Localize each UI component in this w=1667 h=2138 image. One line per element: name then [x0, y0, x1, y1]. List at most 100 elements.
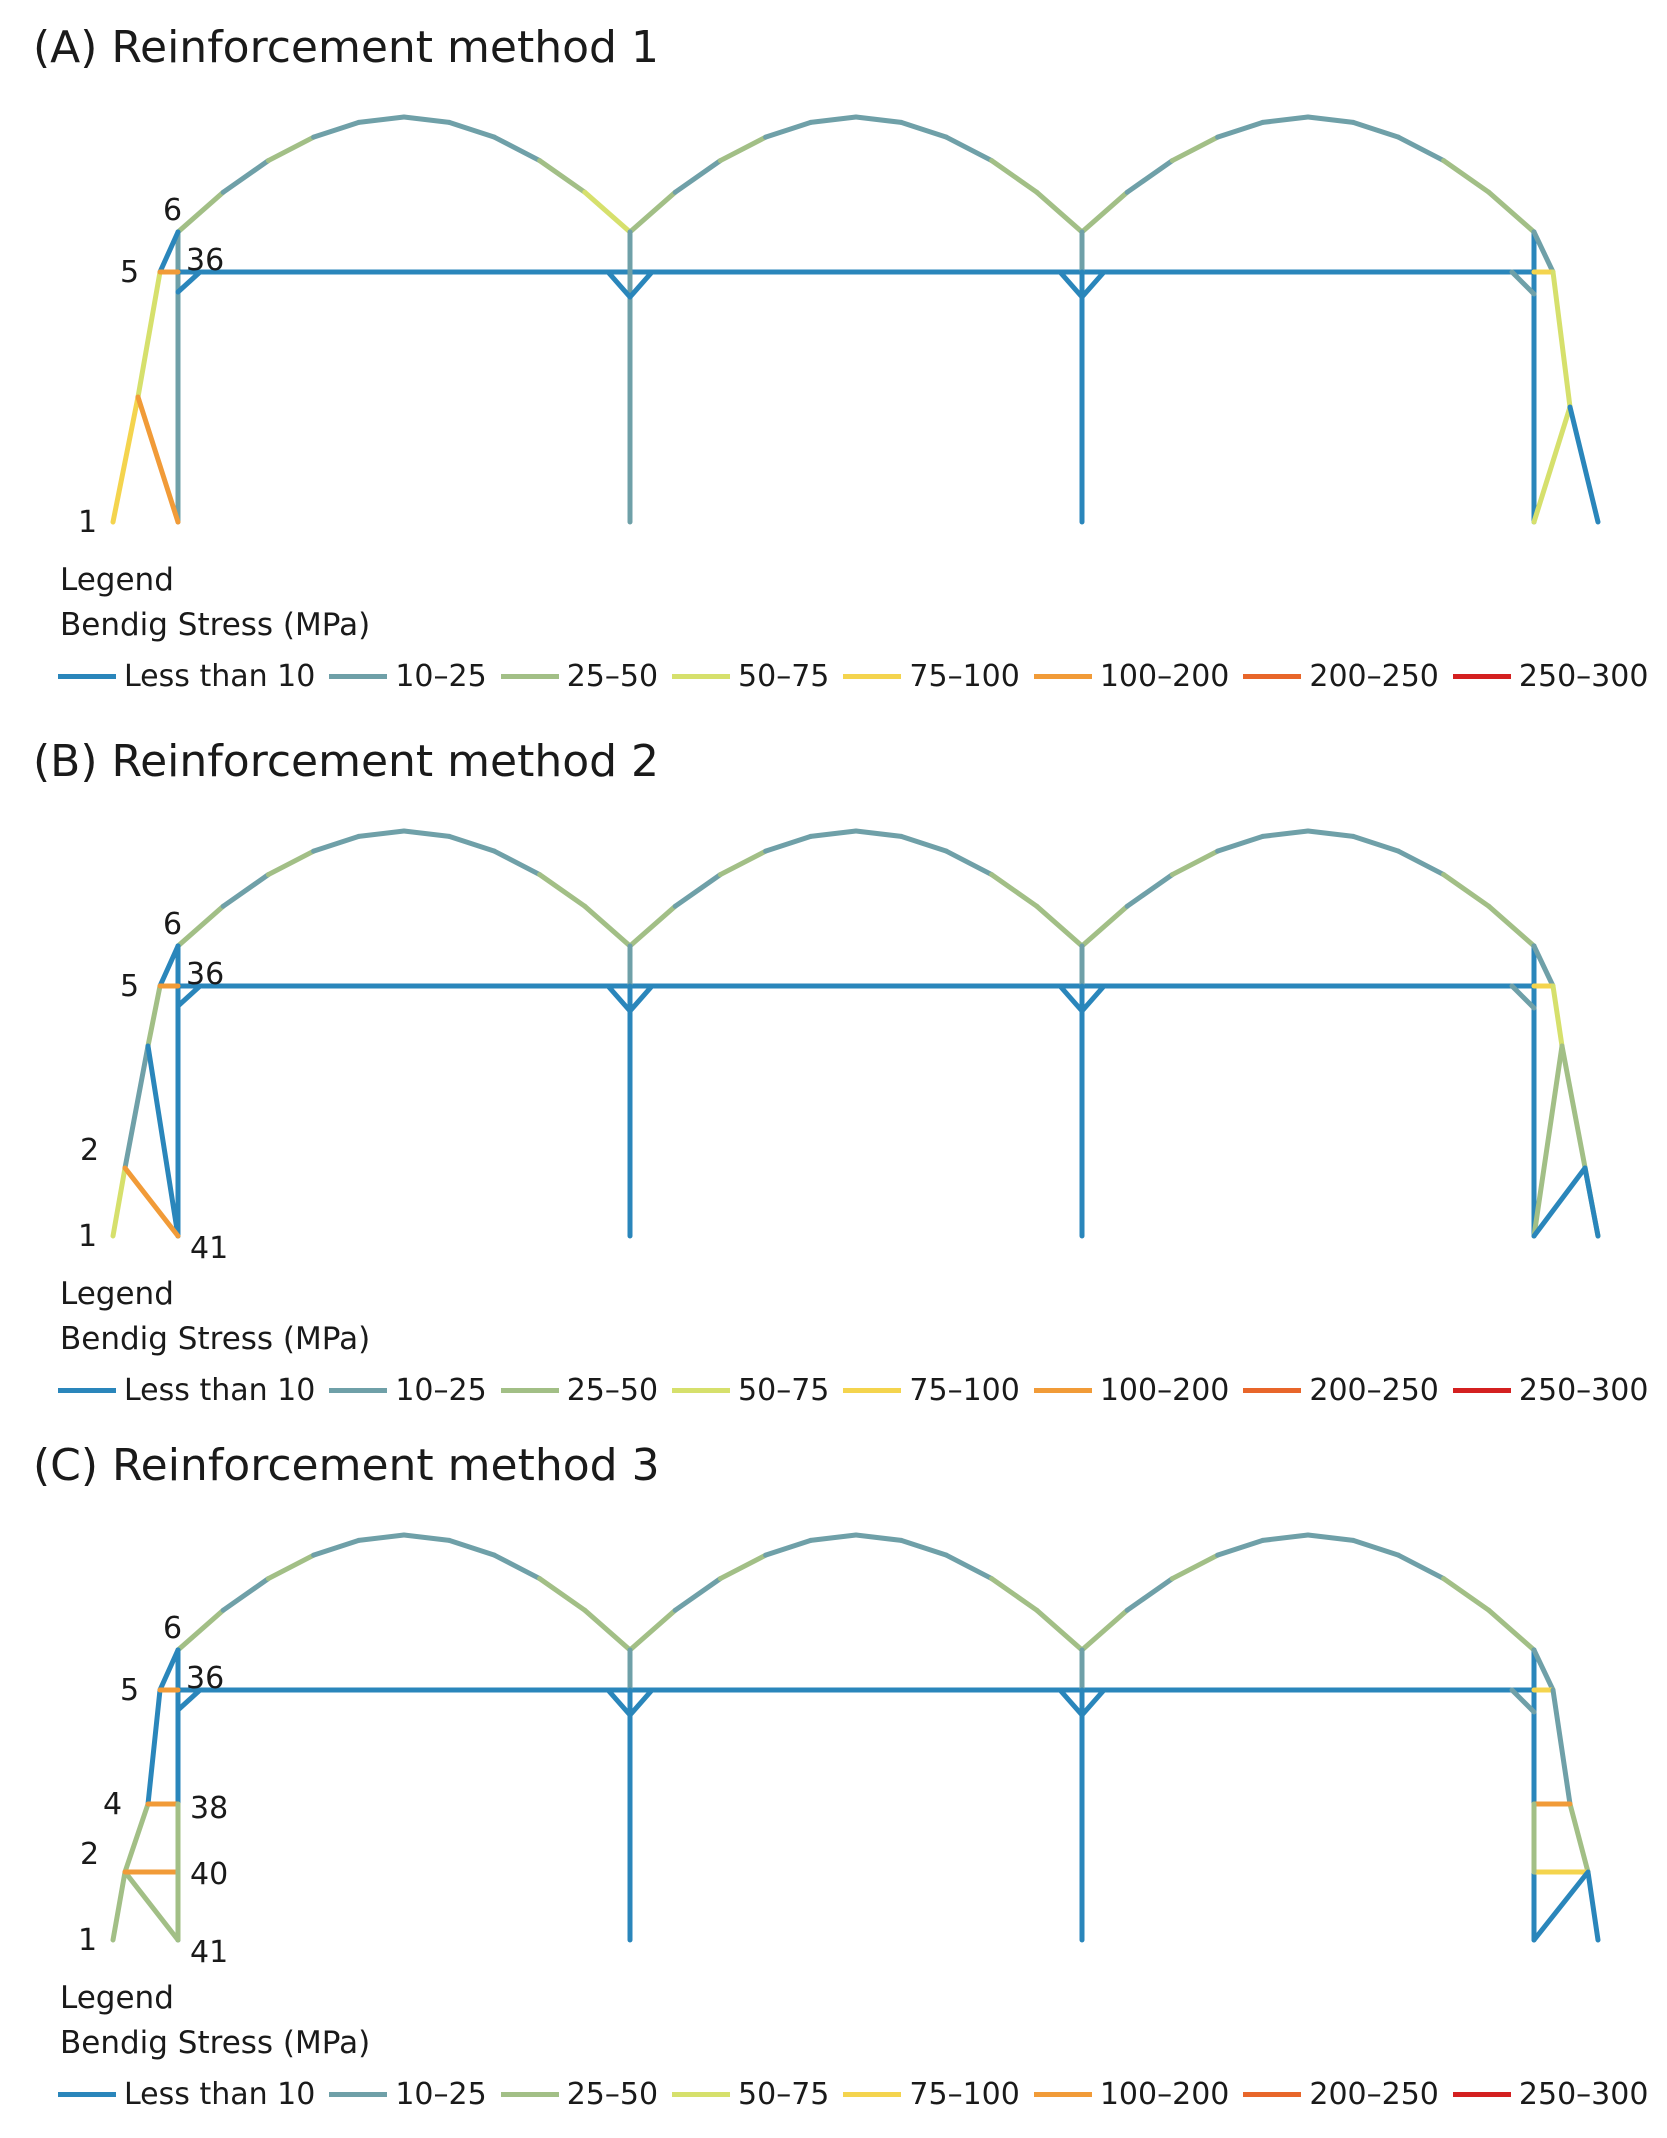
- roof-segment: [265, 134, 317, 164]
- roof-segment: [1395, 848, 1447, 878]
- roof-segment: [1441, 872, 1492, 909]
- left-leg: [110, 1869, 128, 1943]
- strut: [122, 1869, 181, 1943]
- strut: [145, 1043, 181, 1239]
- legend-swatch: [1033, 2092, 1092, 2097]
- roof-segment: [627, 903, 678, 949]
- legend-label: 50–75: [738, 659, 830, 694]
- legend-item: 200–250: [1243, 2077, 1439, 2112]
- legend-item: 200–250: [1243, 659, 1439, 694]
- strut: [135, 394, 181, 525]
- legend: Less than 10 10–25 25–50 50–75 75–100 100–200…: [58, 2077, 1662, 2112]
- roof-segment: [853, 828, 904, 839]
- knee-brace: [175, 269, 203, 295]
- legend-swatch: [1033, 1388, 1092, 1393]
- panel-title: (C) Reinforcement method 3: [33, 1440, 660, 1491]
- v-brace: [1057, 269, 1085, 300]
- legend-swatch: [843, 674, 902, 679]
- panel-title: (B) Reinforcement method 2: [33, 736, 660, 787]
- node-label: 40: [190, 1857, 228, 1892]
- roof-segment: [582, 903, 633, 949]
- legend-swatch: [1452, 674, 1511, 679]
- legend-label: 100–200: [1099, 659, 1230, 694]
- legend-label: 250–300: [1518, 2077, 1649, 2112]
- node-label: 1: [78, 1923, 97, 1958]
- roof-segment: [1124, 872, 1175, 909]
- roof-segment: [1486, 1607, 1537, 1653]
- left-leg: [122, 1043, 151, 1171]
- roof-segment: [491, 848, 543, 878]
- roof-segment: [1486, 189, 1537, 235]
- roof-segment: [1260, 114, 1311, 125]
- roof-segment: [175, 903, 226, 949]
- right-leg: [1585, 1869, 1601, 1943]
- left-leg: [135, 269, 163, 400]
- roof-segment: [717, 1552, 769, 1582]
- legend-label: 10–25: [395, 2077, 487, 2112]
- roof-segment: [989, 1576, 1040, 1613]
- legend-item: 10–25: [329, 2077, 487, 2112]
- legend-item: 250–300: [1452, 659, 1648, 694]
- roof-segment: [446, 833, 497, 854]
- legend-swatch: [329, 1388, 388, 1393]
- roof-segment: [311, 833, 362, 854]
- legend-swatch: [672, 2092, 731, 2097]
- legend-label: Less than 10: [124, 659, 316, 694]
- roof-segment: [1305, 828, 1356, 839]
- legend-item: 25–50: [500, 1373, 659, 1408]
- node-label: 1: [78, 505, 97, 540]
- roof-segment: [763, 833, 814, 854]
- roof-segment: [1486, 903, 1537, 949]
- panel-c: (C) Reinforcement method 3 6 5 36 4 38 2 40 1 41…: [0, 1440, 1667, 2130]
- knee-brace: [1509, 1687, 1537, 1715]
- roof-segment: [898, 1537, 949, 1558]
- roof-segment: [401, 1532, 452, 1543]
- legend-item: Less than 10: [58, 659, 315, 694]
- node-label: 5: [120, 255, 139, 290]
- v-brace: [1057, 1687, 1085, 1718]
- roof-segment: [491, 134, 543, 164]
- legend-swatch: [1243, 674, 1302, 679]
- node-label: 41: [190, 1935, 228, 1970]
- node-label: 38: [190, 1791, 228, 1826]
- legend-item: 75–100: [843, 659, 1020, 694]
- legend-item: 50–75: [672, 2077, 829, 2112]
- roof-segment: [446, 1537, 497, 1558]
- node-label: 2: [80, 1133, 99, 1168]
- legend-swatch: [500, 674, 559, 679]
- roof-segment: [1305, 1532, 1356, 1543]
- roof-segment: [1215, 1537, 1266, 1558]
- strut: [1582, 1165, 1601, 1239]
- legend-item: 75–100: [843, 2077, 1020, 2112]
- node-label: 6: [163, 193, 182, 228]
- roof-segment: [672, 1576, 723, 1613]
- legend-item: 10–25: [329, 659, 487, 694]
- roof-segment: [175, 1607, 226, 1653]
- roof-segment: [1034, 903, 1085, 949]
- roof-segment: [1350, 119, 1401, 140]
- roof-segment: [1079, 1607, 1130, 1653]
- roof-segment: [1305, 114, 1356, 125]
- legend-label: 25–50: [566, 1373, 659, 1408]
- legend-swatch: [1452, 1388, 1511, 1393]
- legend-label: 200–250: [1309, 1373, 1439, 1408]
- node-label: 4: [103, 1787, 122, 1822]
- left-leg: [145, 1687, 163, 1807]
- v-brace: [627, 983, 655, 1014]
- roof-segment: [1124, 1576, 1175, 1613]
- v-brace: [605, 983, 633, 1014]
- legend-swatch: [329, 2092, 388, 2097]
- right-leg: [1550, 1687, 1573, 1807]
- strut: [1531, 1869, 1591, 1943]
- legend-title: Legend: [60, 1980, 174, 2016]
- strut: [1531, 1043, 1565, 1239]
- legend-item: 25–50: [500, 2077, 658, 2112]
- roof-segment: [627, 1607, 678, 1653]
- legend-subtitle: Bendig Stress (MPa): [60, 1321, 371, 1357]
- legend-label: 250–300: [1518, 1373, 1649, 1408]
- roof-segment: [311, 1537, 362, 1558]
- panel-b: (B) Reinforcement method 2 6 5 36 2 1 41 Lege…: [0, 736, 1667, 1426]
- knee-brace: [1531, 229, 1556, 275]
- legend-item: Less than 10: [58, 2077, 315, 2112]
- structure-diagram: 65 36 2 1 41: [78, 828, 1601, 1266]
